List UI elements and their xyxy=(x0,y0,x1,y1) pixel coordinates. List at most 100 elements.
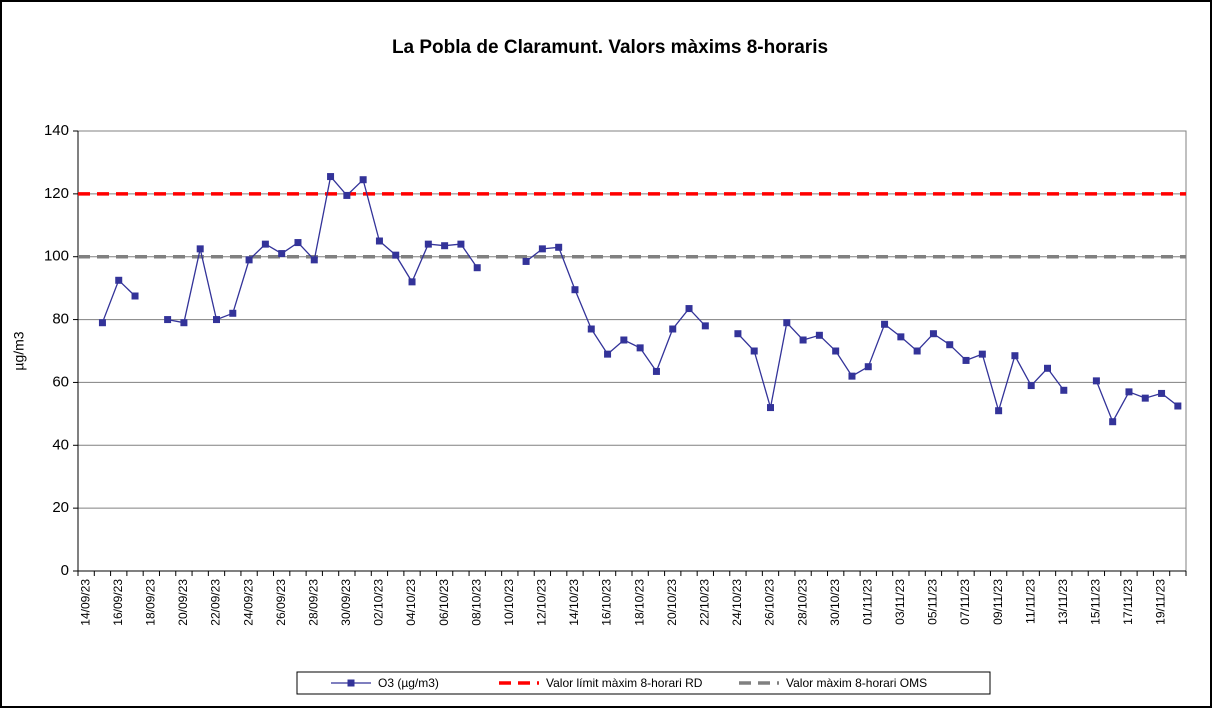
plot-area xyxy=(77,130,1187,572)
x-tick-label: 28/09/23 xyxy=(306,579,320,626)
data-point xyxy=(1141,394,1149,402)
data-point xyxy=(1174,402,1182,410)
y-tick-label: 120 xyxy=(44,185,69,202)
x-tick-label: 09/11/23 xyxy=(991,579,1005,625)
data-point xyxy=(261,240,269,248)
data-point xyxy=(1125,388,1133,396)
x-tick-label: 30/09/23 xyxy=(339,579,353,626)
y-tick-label: 40 xyxy=(52,436,69,453)
x-tick-label: 26/10/23 xyxy=(763,579,777,626)
data-point xyxy=(799,336,807,344)
x-tick-label: 07/11/23 xyxy=(958,579,972,625)
legend-marker xyxy=(347,679,355,687)
x-tick-label: 30/10/23 xyxy=(828,579,842,626)
data-point xyxy=(685,305,693,313)
x-tick-label: 15/11/23 xyxy=(1089,579,1103,625)
data-point xyxy=(913,347,921,355)
data-point xyxy=(473,264,481,272)
data-point xyxy=(636,344,644,352)
data-point xyxy=(864,363,872,371)
data-point xyxy=(131,292,139,300)
y-tick-label: 100 xyxy=(44,248,69,265)
data-point xyxy=(538,245,546,253)
data-point xyxy=(978,350,986,358)
x-tick-label: 22/09/23 xyxy=(209,579,223,626)
data-point xyxy=(832,347,840,355)
x-tick-label: 20/09/23 xyxy=(176,579,190,626)
data-point xyxy=(620,336,628,344)
legend-label: Valor límit màxim 8-horari RD xyxy=(546,676,703,690)
data-point xyxy=(294,239,302,247)
x-tick-label: 05/11/23 xyxy=(926,579,940,625)
data-point xyxy=(327,173,335,181)
x-tick-label: 14/09/23 xyxy=(78,579,92,626)
y-axis-label: µg/m3 xyxy=(11,331,27,370)
data-point xyxy=(995,407,1003,415)
data-point xyxy=(555,243,563,251)
x-tick-label: 18/10/23 xyxy=(632,579,646,626)
data-point xyxy=(767,404,774,412)
data-point xyxy=(1092,377,1100,385)
data-point xyxy=(652,367,660,375)
data-point xyxy=(408,278,416,286)
x-tick-label: 08/10/23 xyxy=(469,579,483,626)
data-point xyxy=(213,316,220,324)
data-point xyxy=(897,333,905,341)
x-tick-label: 24/09/23 xyxy=(241,579,255,626)
data-point xyxy=(962,356,970,364)
x-tick-label: 03/11/23 xyxy=(893,579,907,625)
y-tick-label: 0 xyxy=(61,562,69,579)
data-point xyxy=(392,251,400,259)
data-point xyxy=(669,325,677,333)
data-point xyxy=(229,309,237,317)
data-point xyxy=(701,322,709,330)
x-tick-label: 16/10/23 xyxy=(600,579,614,626)
x-tick-label: 22/10/23 xyxy=(697,579,711,626)
data-point xyxy=(457,240,465,248)
data-point xyxy=(522,257,530,265)
data-point xyxy=(815,331,823,339)
x-tick-label: 01/11/23 xyxy=(860,579,874,625)
x-tick-label: 16/09/23 xyxy=(111,579,125,626)
x-tick-label: 13/11/23 xyxy=(1056,579,1070,625)
x-tick-label: 28/10/23 xyxy=(795,579,809,626)
x-tick-label: 06/10/23 xyxy=(437,579,451,626)
x-tick-label: 19/11/23 xyxy=(1154,579,1168,625)
data-point xyxy=(1044,364,1051,372)
data-point xyxy=(245,256,253,264)
data-point xyxy=(750,347,758,355)
data-point xyxy=(1011,352,1019,360)
data-point xyxy=(441,242,449,250)
data-point xyxy=(946,341,954,349)
data-point xyxy=(375,237,383,245)
x-tick-label: 26/09/23 xyxy=(274,579,288,626)
x-tick-label: 11/11/23 xyxy=(1023,579,1037,624)
y-tick-label: 140 xyxy=(44,122,69,139)
legend-label: Valor màxim 8-horari OMS xyxy=(786,676,927,690)
data-point xyxy=(1027,382,1035,390)
y-tick-label: 80 xyxy=(52,311,69,328)
y-tick-label: 60 xyxy=(52,373,69,390)
x-tick-label: 24/10/23 xyxy=(730,579,744,626)
data-point xyxy=(343,191,351,199)
x-tick-label: 20/10/23 xyxy=(665,579,679,626)
data-point xyxy=(359,176,367,184)
data-point xyxy=(310,256,318,264)
data-point xyxy=(848,372,856,380)
data-point xyxy=(1109,418,1117,426)
x-tick-label: 12/10/23 xyxy=(535,579,549,626)
data-point xyxy=(1060,386,1068,394)
data-point xyxy=(164,316,172,324)
data-point xyxy=(278,250,286,258)
x-tick-label: 14/10/23 xyxy=(567,579,581,626)
data-point xyxy=(587,325,595,333)
chart-title: La Pobla de Claramunt. Valors màxims 8-h… xyxy=(392,37,828,58)
data-point xyxy=(604,350,612,358)
y-tick-label: 20 xyxy=(52,499,69,516)
x-tick-label: 04/10/23 xyxy=(404,579,418,626)
data-point xyxy=(571,286,579,294)
data-point xyxy=(196,245,204,253)
x-tick-label: 17/11/23 xyxy=(1121,579,1135,625)
data-point xyxy=(734,330,742,338)
